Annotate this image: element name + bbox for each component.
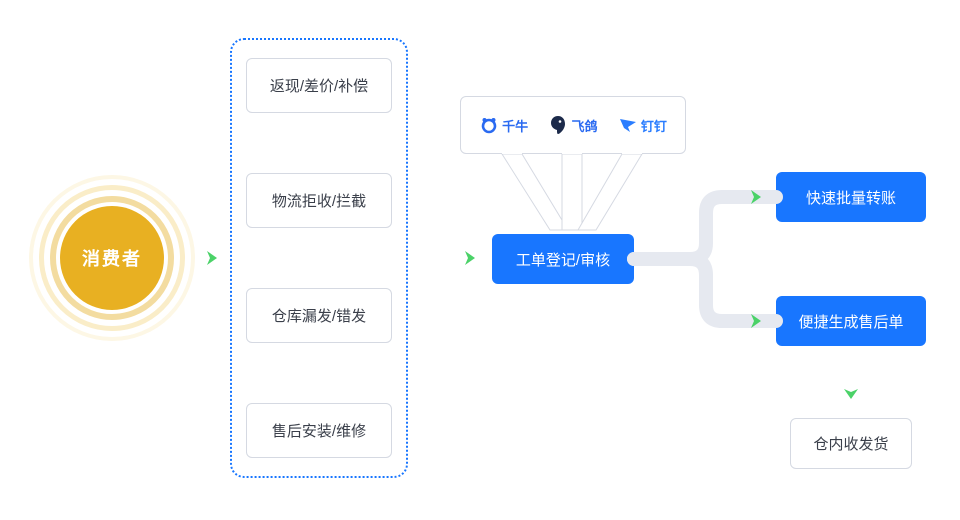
app-label: 千牛 (502, 116, 528, 135)
scenario-label: 返现/差价/补偿 (270, 78, 368, 95)
app-feige: 飞鸽 (548, 115, 597, 135)
scenario-card: 售后安装/维修 (246, 403, 392, 458)
arrow-down-icon (837, 380, 865, 408)
ticket-node: 工单登记/审核 (492, 234, 634, 284)
scenario-card: 返现/差价/补偿 (246, 58, 392, 113)
arrow-icon (198, 244, 226, 272)
aftersale-node: 便捷生成售后单 (776, 296, 926, 346)
arrow-icon (742, 183, 770, 211)
qianniu-icon (479, 115, 499, 135)
warehouse-node: 仓内收发货 (790, 418, 912, 469)
aftersale-label: 便捷生成售后单 (798, 311, 903, 332)
app-dingding: 钉钉 (618, 115, 667, 135)
transfer-label: 快速批量转账 (806, 187, 896, 208)
dingding-icon (618, 115, 638, 135)
scenario-label: 售后安装/维修 (272, 423, 366, 440)
scenario-label: 物流拒收/拦截 (272, 193, 366, 210)
app-label: 钉钉 (641, 116, 667, 135)
scenario-group: 返现/差价/补偿 物流拒收/拦截 仓库漏发/错发 售后安装/维修 (230, 38, 408, 478)
ticket-label: 工单登记/审核 (516, 249, 610, 270)
scenario-label: 仓库漏发/错发 (272, 308, 366, 325)
arrow-icon (742, 307, 770, 335)
warehouse-label: 仓内收发货 (813, 436, 888, 453)
popover-tails (460, 152, 686, 234)
apps-popover: 千牛 飞鸽 钉钉 (460, 96, 686, 154)
arrow-icon (456, 244, 484, 272)
scenario-card: 仓库漏发/错发 (246, 288, 392, 343)
transfer-node: 快速批量转账 (776, 172, 926, 222)
app-qianniu: 千牛 (479, 115, 528, 135)
consumer-label: 消费者 (82, 245, 142, 271)
feige-icon (548, 115, 568, 135)
app-label: 飞鸽 (571, 116, 597, 135)
scenario-card: 物流拒收/拦截 (246, 173, 392, 228)
consumer-core: 消费者 (60, 206, 164, 310)
